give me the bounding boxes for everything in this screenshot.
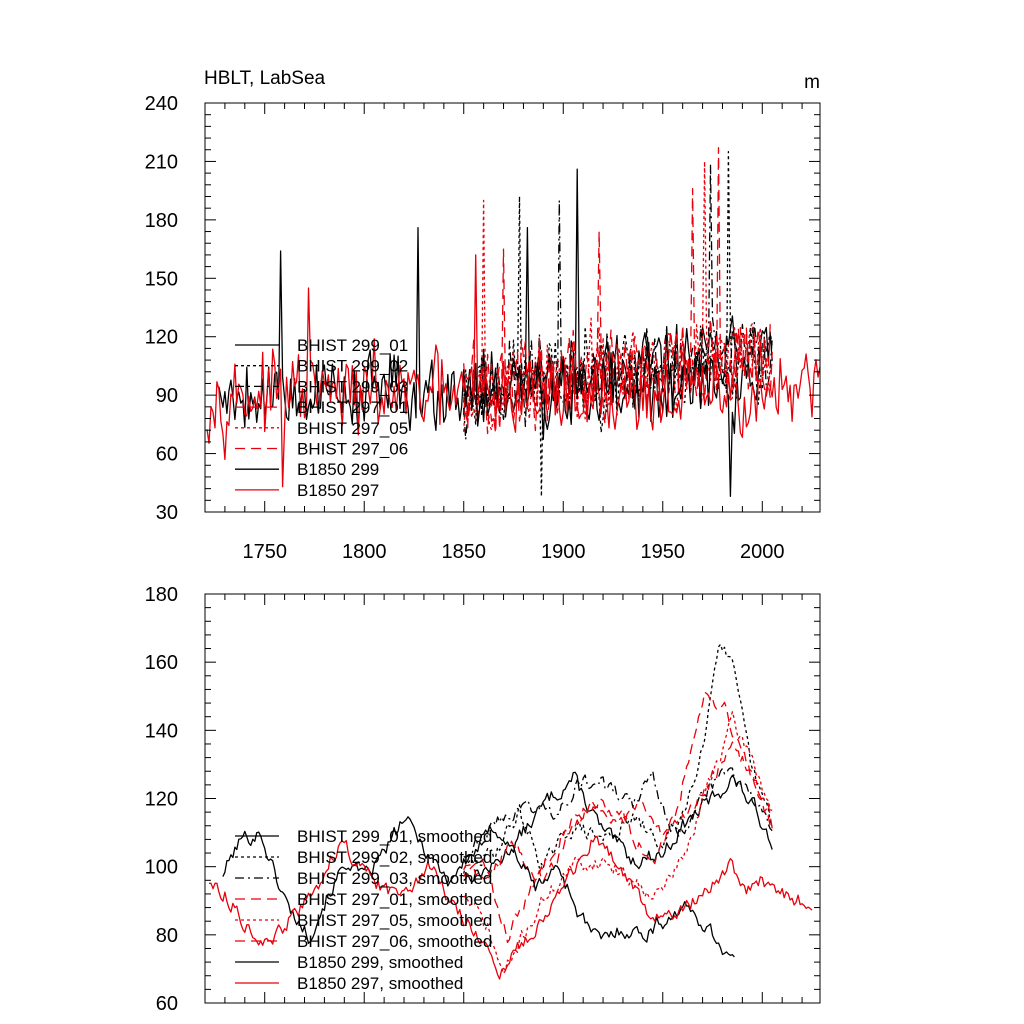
bottom-plot-area [209,643,813,980]
legend-label: BHIST 299_01 [297,336,408,355]
series-line-bottom-3 [463,767,773,859]
legend-label: BHIST 297_01, smoothed [297,890,492,909]
series-line-top-6 [463,147,773,435]
series-line-top-7 [218,226,738,498]
legend-label: BHIST 299_02, smoothed [297,848,492,867]
y-tick-label: 150 [145,268,178,290]
y-tick-label: 160 [145,652,178,674]
bottom-axes: 60 80 100 120 140 160 180 [145,584,821,1015]
y-tick-label: 120 [145,789,178,811]
legend-label: B1850 297 [297,481,379,500]
top-panel: HBLT, LabSea m 30 60 90 120 150 180 210 240 1750… [145,68,821,563]
y-tick-label: 100 [145,857,178,879]
legend-label: B1850 297, smoothed [297,974,463,993]
bottom-legend: BHIST 299_01, smoothed BHIST 299_02, smoo… [235,827,492,993]
y-tick-label: 120 [145,327,178,349]
y-tick-label: 60 [156,993,178,1015]
y-tick-label: 210 [145,151,178,173]
legend-label: BHIST 297_05, smoothed [297,911,492,930]
x-tick-label: 1950 [641,541,686,563]
legend-label: B1850 299 [297,460,379,479]
plot-frame [204,102,821,513]
series-line-bottom-7 [222,816,735,958]
series-line-bottom-1 [463,771,773,884]
units-label: m [804,72,820,93]
legend-label: BHIST 297_06, smoothed [297,932,492,951]
y-tick-label: 90 [156,385,178,407]
series-line-top-1 [463,168,773,440]
top-plot-area [206,147,821,498]
x-tick-label: 1900 [541,541,586,563]
legend-label: B1850 299, smoothed [297,953,463,972]
series-line-bottom-5 [463,711,773,975]
x-tick-label: 1750 [242,541,287,563]
series-line-top-4 [463,188,773,432]
legend-label: BHIST 297_01 [297,398,408,417]
y-tick-label: 180 [145,584,178,606]
y-tick-label: 240 [145,93,178,115]
legend-label: BHIST 299_01, smoothed [297,827,492,846]
bottom-panel: 60 80 100 120 140 160 180 BHIST 299_01, smooth… [145,584,821,1015]
x-tick-label: 2000 [740,541,785,563]
legend-label: BHIST 299_03, smoothed [297,869,492,888]
y-tick-label: 80 [156,925,178,947]
legend-label: BHIST 299_02 [297,357,408,376]
top-axes: 30 60 90 120 150 180 210 240 1750 1800 1850 1900 195… [145,93,821,563]
series-line-top-8 [206,254,821,488]
legend-label: BHIST 297_05 [297,419,408,438]
x-tick-label: 1850 [441,541,486,563]
y-tick-label: 30 [156,502,178,524]
series-line-bottom-8 [209,835,813,980]
y-tick-label: 180 [145,210,178,232]
legend-label: BHIST 299_03 [297,377,408,396]
y-tick-label: 60 [156,444,178,466]
y-tick-label: 140 [145,720,178,742]
series-line-bottom-2 [463,643,773,874]
chart-title: HBLT, LabSea [204,68,326,89]
x-tick-label: 1800 [342,541,387,563]
legend-label: BHIST 297_06 [297,440,408,459]
series-line-bottom-4 [463,691,773,883]
